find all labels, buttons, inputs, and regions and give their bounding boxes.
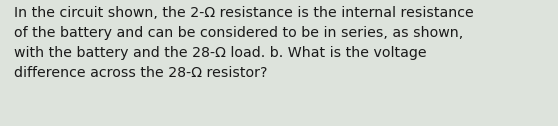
Text: In the circuit shown, the 2-Ω resistance is the internal resistance
of the batte: In the circuit shown, the 2-Ω resistance…: [14, 6, 474, 80]
